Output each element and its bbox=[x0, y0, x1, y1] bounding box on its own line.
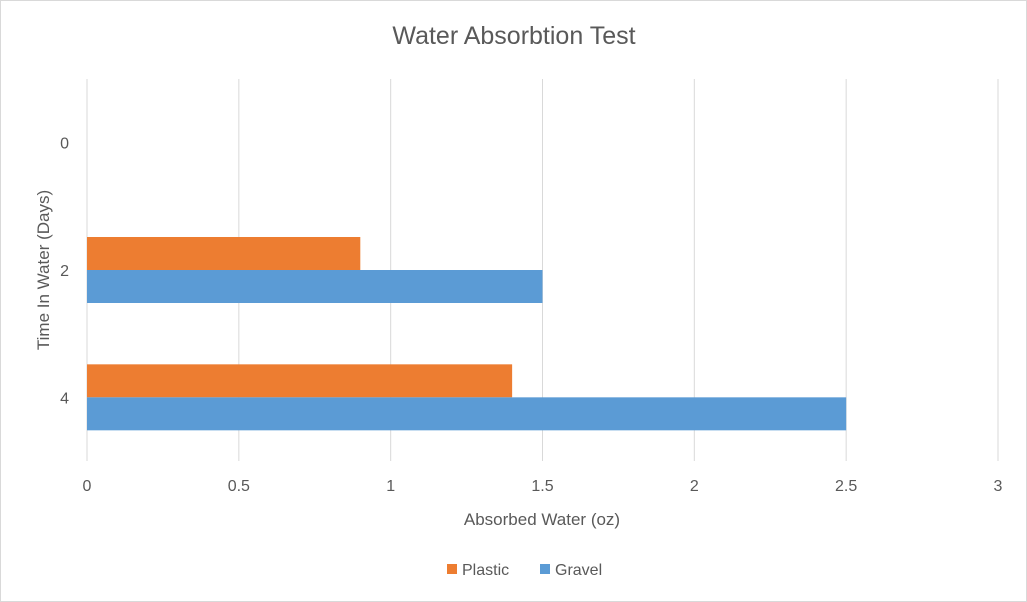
bar-gravel-4 bbox=[87, 397, 847, 431]
x-tick-label: 0.5 bbox=[228, 478, 250, 495]
bar-gravel-2 bbox=[87, 270, 543, 303]
y-tick-labels: 0 2 4 bbox=[60, 136, 69, 408]
legend-swatch-gravel bbox=[540, 564, 550, 574]
y-tick-label: 0 bbox=[60, 136, 69, 153]
x-tick-label: 3 bbox=[994, 478, 1003, 495]
legend-swatch-plastic bbox=[447, 564, 457, 574]
bar-plastic-2 bbox=[87, 237, 361, 270]
legend-label-plastic: Plastic bbox=[462, 562, 509, 579]
x-tick-label: 2.5 bbox=[835, 478, 857, 495]
x-tick-labels: 0 0.5 1 1.5 2 2.5 3 bbox=[83, 478, 1003, 495]
legend: Plastic Gravel bbox=[447, 562, 602, 579]
legend-label-gravel: Gravel bbox=[555, 562, 602, 579]
y-tick-label: 4 bbox=[60, 390, 69, 407]
x-tick-label: 2 bbox=[690, 478, 699, 495]
chart-title: Water Absorbtion Test bbox=[392, 22, 635, 50]
x-tick-label: 1.5 bbox=[531, 478, 553, 495]
y-axis-label: Time In Water (Days) bbox=[34, 190, 53, 350]
bars bbox=[87, 237, 847, 431]
y-tick-label: 2 bbox=[60, 263, 69, 280]
bar-plastic-4 bbox=[87, 364, 513, 398]
x-tick-label: 0 bbox=[83, 478, 92, 495]
x-axis-label: Absorbed Water (oz) bbox=[464, 510, 620, 529]
x-tick-label: 1 bbox=[386, 478, 395, 495]
